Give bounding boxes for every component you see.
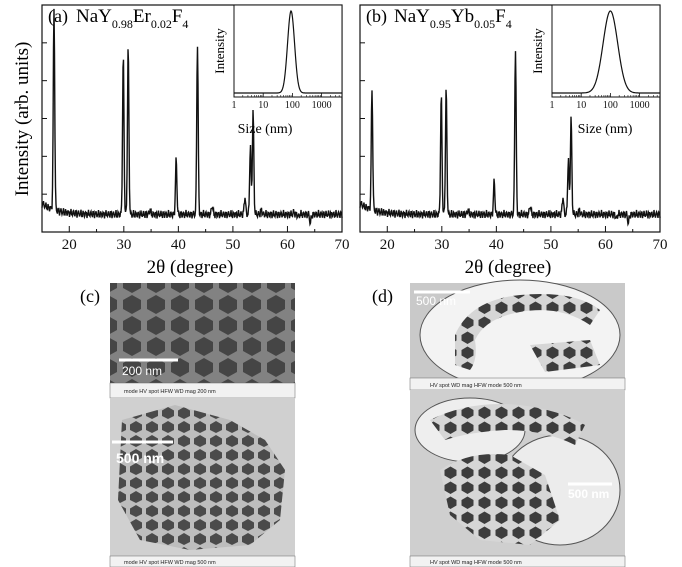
x-tick-label-a-70: 70 [335,237,350,253]
hex-crystals-d-bottom-2 [440,454,560,545]
tem-image-d-top: 500 nm HV spot WD mag HFW mode 500 nm [409,279,626,391]
inset-ticks-b: 1 10 100 1000 [550,93,661,111]
scale-label-d-top: 500 nm [416,294,456,308]
inset-x-tick-label-b-10: 10 [576,100,586,111]
hex-crystals-d-top-2 [530,340,600,372]
inset-frame-b [551,4,661,98]
tem-image-c-top: 200 nm mode HV spot HFW WD mag 200 nm [109,283,296,399]
inset-ticks-a: 1 10 100 1000 [232,93,343,111]
panel-label-a: (a) [48,6,68,27]
formula-a: NaY0.98Er0.02F4 [76,6,188,31]
hex-crystals-d-top [455,294,600,370]
panel-label-d: (d) [372,286,393,307]
xrd-panel-a: 20 30 40 50 60 70 (a) NaY0.98Er0.02F4 1 10 100 1… [41,4,350,278]
inset-xlabel-a: Size (nm) [238,122,293,137]
x-tick-label-b-70: 70 [653,237,668,253]
xrd-panel-b: 20 30 40 50 60 70 (b) NaY0.95Yb0.05F4 1 10 100 1… [359,4,668,278]
xrd-curve-a [41,8,343,227]
inset-b: 1 10 100 1000 Intensity Size (nm) [530,4,661,137]
footer-text-d-bottom: HV spot WD mag HFW mode 500 nm [430,560,522,566]
tem-image-d-bottom: 500 nm HV spot WD mag HFW mode 500 nm [409,390,626,567]
scale-label-c-bottom: 500 nm [116,450,164,466]
inset-ylabel-a: Intensity [212,28,227,74]
panel-label-b: (b) [366,6,387,27]
tem-image-c-bottom: 500 nm mode HV spot HFW WD mag 500 nm [109,398,296,567]
scale-label-c-top: 200 nm [122,364,162,378]
x-tick-label-a-20: 20 [62,237,77,253]
x-tick-label-a-40: 40 [171,237,186,253]
inset-x-tick-label-a-1: 1 [232,100,237,111]
panel-label-c: (c) [80,286,100,307]
sem-footer-c-bottom [109,555,296,567]
scale-label-d-bottom: 500 nm [568,487,609,501]
hex-crystals-c-top [110,283,295,383]
ticks-a: 20 30 40 50 60 70 [41,42,350,253]
inset-x-tick-label-a-10: 10 [258,100,268,111]
inset-xlabel-b: Size (nm) [578,122,633,137]
footer-text-c-bottom: mode HV spot HFW WD mag 500 nm [124,560,216,566]
x-tick-label-b-30: 30 [434,237,449,253]
shade-c-top [110,283,295,383]
inset-x-tick-label-b-1: 1 [550,100,555,111]
hex-crystals-d-bottom-1 [430,404,585,445]
inset-x-tick-label-a-100: 100 [285,100,300,111]
x-tick-label-b-20: 20 [380,237,395,253]
xlabel-a: 2θ (degree) [147,257,234,278]
x-tick-label-b-50: 50 [543,237,558,253]
ylabel: Intensity (arb. units) [12,42,33,197]
inset-x-tick-label-b-1000: 1000 [630,100,650,111]
ticks-b: 20 30 40 50 60 70 [359,42,668,253]
inset-x-tick-label-b-100: 100 [603,100,618,111]
x-tick-label-b-40: 40 [489,237,504,253]
inset-curve-a [234,9,342,94]
x-tick-label-a-50: 50 [225,237,240,253]
x-tick-label-a-30: 30 [116,237,131,253]
x-tick-label-b-60: 60 [598,237,613,253]
inset-frame-a [233,4,343,98]
xrd-curve-b [359,51,661,227]
formula-b: NaY0.95Yb0.05F4 [394,6,512,31]
inset-a: 1 10 100 1000 Intensity Size (nm) [212,4,343,137]
footer-text-d-top: HV spot WD mag HFW mode 500 nm [430,383,522,389]
inset-x-tick-label-a-1000: 1000 [312,100,332,111]
footer-text-c-top: mode HV spot HFW WD mag 200 nm [124,389,216,395]
inset-curve-b [552,10,660,94]
inset-ylabel-b: Intensity [530,28,545,74]
sem-footer-d-bottom [409,555,626,567]
xlabel-b: 2θ (degree) [465,257,552,278]
x-tick-label-a-60: 60 [280,237,295,253]
